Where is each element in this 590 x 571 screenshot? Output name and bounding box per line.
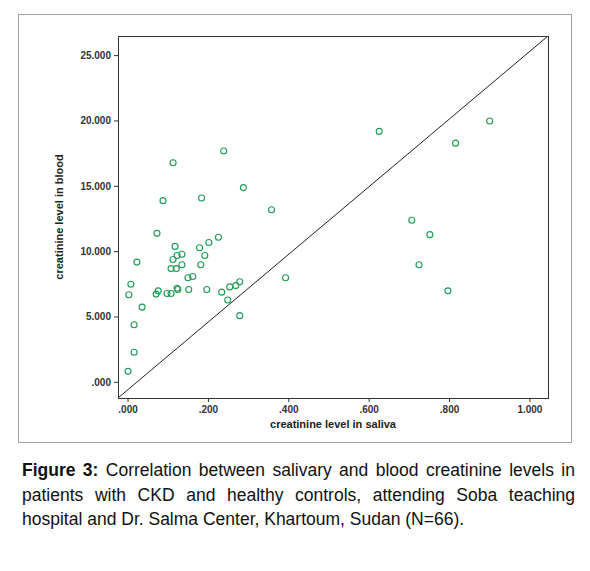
outer-frame [19,15,572,443]
point [206,239,212,245]
y-tick [114,55,118,56]
caption: Figure 3: Correlation between salivary a… [22,458,575,532]
y-tick-label: 20.000 [80,115,111,126]
point [126,292,132,298]
point [445,288,451,294]
point [376,128,382,134]
point [175,287,181,293]
point [240,185,246,191]
y-tick-label: .000 [92,377,112,388]
point [215,234,221,240]
point [172,243,178,249]
x-tick-label: 1.000 [517,404,542,415]
point [190,273,196,279]
point [139,304,145,310]
x-tick-label: .400 [279,404,299,415]
point [153,291,159,297]
point [134,259,140,265]
point [283,275,289,281]
points [125,118,493,374]
point [237,279,243,285]
chart: .000 .200 .400 .600 .800 1.000 .000 5.000 10.000… [0,0,590,452]
x-tick [288,398,289,402]
point [179,251,185,257]
y-tick [114,382,118,383]
x-tick [449,398,450,402]
point [131,322,137,328]
y-tick [114,316,118,317]
point [427,232,433,238]
point [173,266,179,272]
point [225,297,231,303]
point [227,284,233,290]
point [269,207,275,213]
point [125,368,131,374]
x-tick-label: .600 [359,404,379,415]
y-tick-label: 10.000 [80,246,111,257]
reference-line [118,36,548,398]
y-tick-label: 25.000 [80,50,111,61]
x-tick [529,398,530,402]
point [453,140,459,146]
point [154,230,160,236]
x-tick-label: .200 [199,404,219,415]
y-tick [114,186,118,187]
point [170,160,176,166]
point [409,217,415,223]
x-tick [369,398,370,402]
caption-text: Correlation between salivary and blood c… [22,460,575,529]
x-tick [208,398,209,402]
point [237,313,243,319]
y-tick-label: 5.000 [86,311,111,322]
x-tick-label: .800 [440,404,460,415]
point [131,349,137,355]
point [160,198,166,204]
y-tick [114,120,118,121]
point [221,148,227,154]
y-tick [114,251,118,252]
point [416,262,422,268]
plot-frame [119,37,549,399]
point [128,281,134,287]
x-tick [128,398,129,402]
point [487,118,493,124]
point [197,245,203,251]
point [179,262,185,268]
point [202,253,208,259]
point [198,262,204,268]
point [199,195,205,201]
y-tick-label: 15.000 [80,181,111,192]
point [168,290,174,296]
caption-label: Figure 3: [22,460,98,480]
y-axis-label: creatinine level in blood [53,154,65,279]
x-axis-label: creatinine level in saliva [270,418,397,430]
point [186,287,192,293]
point [204,287,210,293]
point [219,289,225,295]
x-tick-label: .000 [118,404,138,415]
